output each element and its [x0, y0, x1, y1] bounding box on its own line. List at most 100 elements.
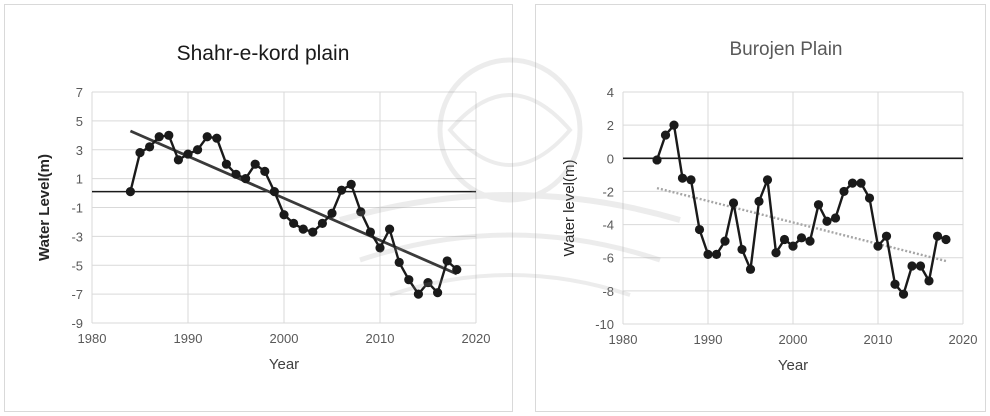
data-point: [231, 169, 241, 179]
data-point: [260, 166, 270, 177]
data-point: [839, 186, 849, 197]
x-tick-label: 2020: [462, 331, 491, 346]
shahr-e-kord-chart-panel: Shahr-e-kord plain 7 5 3 1 -1 -3 -5 -7 -9 1980 1990…: [4, 4, 513, 412]
data-point: [813, 200, 824, 210]
chart-title: Shahr-e-kord plain: [177, 42, 350, 65]
y-tick-label: 4: [607, 85, 614, 100]
data-point: [779, 234, 790, 245]
data-point: [442, 256, 452, 266]
data-point: [694, 224, 705, 235]
data-point: [337, 185, 347, 195]
data-point: [652, 155, 662, 165]
x-tick-label: 2000: [779, 332, 808, 347]
data-point: [164, 130, 174, 140]
data-point: [212, 133, 222, 143]
y-tick-label: -4: [602, 218, 614, 233]
data-point: [847, 178, 858, 188]
data-point: [660, 130, 671, 140]
data-point: [250, 159, 260, 169]
y-tick-label: 7: [76, 85, 83, 100]
data-point: [241, 174, 251, 184]
data-point: [771, 248, 781, 258]
y-tick-label: -10: [595, 317, 614, 332]
data-point: [394, 257, 404, 267]
data-point: [346, 179, 356, 189]
data-point: [183, 149, 193, 159]
data-point: [298, 224, 308, 234]
series-line: [655, 122, 947, 297]
data-point: [915, 261, 926, 271]
y-tick-label: 1: [76, 172, 83, 187]
data-point: [754, 196, 764, 206]
y-tick-label: 3: [76, 143, 83, 158]
data-point: [365, 227, 375, 237]
data-point: [135, 148, 145, 158]
data-point: [669, 120, 679, 130]
data-point: [932, 231, 943, 241]
chart-title: Burojen Plain: [729, 39, 842, 60]
data-point: [202, 132, 212, 142]
y-tick-label: -2: [602, 184, 614, 199]
y-tick-label: -9: [71, 316, 83, 331]
trendline: [656, 186, 947, 263]
data-point: [762, 175, 773, 185]
y-tick-label: -8: [602, 284, 614, 299]
data-point: [703, 249, 713, 259]
data-point: [327, 208, 337, 218]
data-point: [677, 173, 688, 183]
y-tick-label: -3: [71, 229, 83, 244]
data-point: [856, 178, 866, 188]
y-tick-label: -5: [71, 258, 83, 273]
data-point: [720, 236, 730, 246]
data-point: [404, 275, 414, 285]
data-point: [385, 224, 395, 234]
y-tick-label: -1: [71, 201, 83, 216]
data-point: [269, 187, 279, 197]
data-point: [941, 234, 951, 245]
data-point: [881, 231, 892, 241]
data-point: [125, 187, 135, 197]
data-point: [433, 288, 443, 298]
x-tick-label: 1990: [174, 331, 203, 346]
y-tick-label: 2: [607, 118, 614, 133]
data-point: [173, 155, 183, 165]
data-point: [452, 264, 462, 275]
data-point: [890, 279, 900, 289]
data-point: [145, 142, 155, 152]
x-axis-label: Year: [778, 357, 808, 374]
x-axis-label: Year: [269, 356, 299, 373]
trendline: [129, 129, 458, 276]
y-axis-label: Water level(m): [561, 160, 578, 257]
y-tick-label: -6: [602, 251, 614, 266]
data-point: [193, 145, 203, 155]
data-point: [737, 244, 747, 255]
data-point: [924, 276, 934, 286]
data-point: [796, 233, 807, 243]
data-point: [822, 216, 832, 226]
data-point: [830, 213, 841, 223]
data-point: [317, 218, 327, 228]
data-point: [745, 264, 756, 274]
data-point: [356, 207, 366, 217]
data-point: [279, 210, 289, 220]
data-point: [728, 198, 739, 208]
data-point: [289, 218, 299, 228]
data-point: [375, 243, 385, 253]
x-tick-label: 2020: [949, 332, 978, 347]
x-tick-label: 2000: [270, 331, 299, 346]
data-point: [154, 132, 164, 142]
x-tick-label: 1980: [78, 331, 107, 346]
data-point: [711, 249, 722, 259]
x-tick-label: 2010: [864, 332, 893, 347]
y-axis-label: Water Level(m): [36, 154, 53, 261]
burojen-chart-panel: Burojen Plain 4 2 0 -2 -4 -6 -8 -10 1980 1990 2000 2…: [535, 4, 986, 412]
data-point: [805, 236, 815, 246]
x-tick-label: 1990: [694, 332, 723, 347]
y-tick-label: 5: [76, 114, 83, 129]
data-point: [308, 227, 318, 237]
data-point: [221, 159, 231, 169]
data-point: [907, 261, 917, 271]
data-point: [898, 289, 909, 299]
